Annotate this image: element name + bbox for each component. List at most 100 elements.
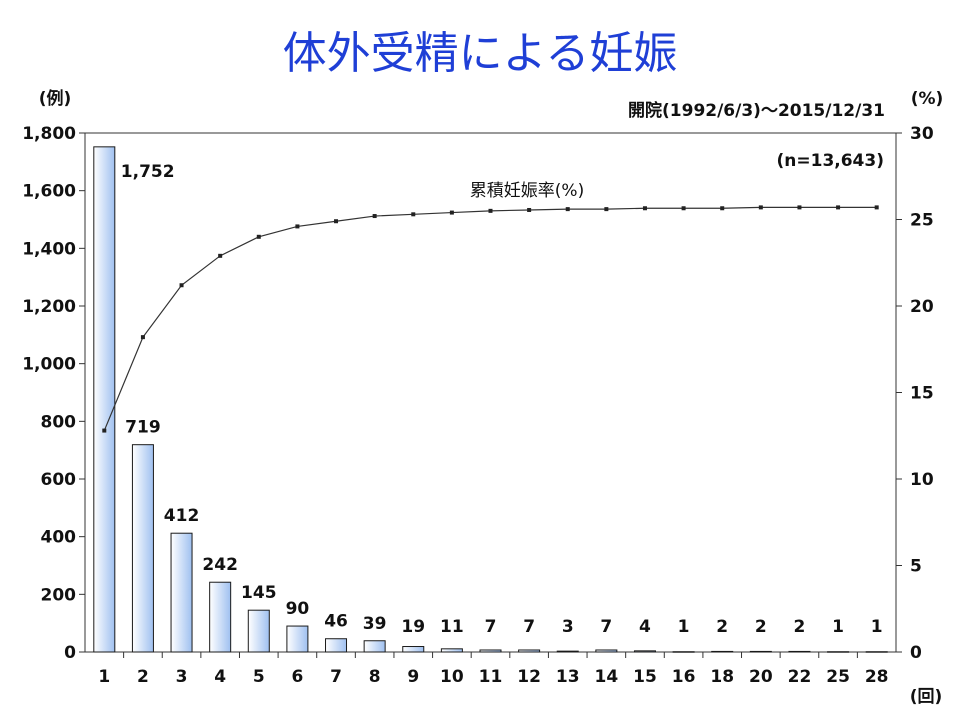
right-tick-label: 25 <box>910 211 934 231</box>
subtitle: 開院(1992/6/3)～2015/12/31 <box>628 100 885 121</box>
x-tick-label: 5 <box>253 667 265 687</box>
x-tick-label: 9 <box>407 667 419 687</box>
x-tick-label: 8 <box>369 667 381 687</box>
line-point <box>758 205 763 210</box>
bar-data-label: 2 <box>716 617 728 637</box>
bar-data-label: 2 <box>794 617 806 637</box>
bar-data-label: 412 <box>164 506 200 526</box>
left-tick-label: 600 <box>41 470 77 490</box>
left-tick-label: 1,800 <box>22 124 76 144</box>
right-tick-label: 0 <box>910 643 922 663</box>
bar-data-label: 1 <box>678 617 690 637</box>
x-tick-label: 20 <box>749 667 773 687</box>
line-series-label: 累積妊娠率(%) <box>470 181 584 201</box>
line-point <box>874 205 879 210</box>
bar <box>440 648 463 653</box>
line-point <box>720 206 725 211</box>
n-label: (n=13,643) <box>777 151 885 171</box>
x-tick-label: 12 <box>517 667 541 687</box>
bar-data-label: 7 <box>523 617 535 637</box>
line-point <box>140 335 145 340</box>
x-tick-label: 14 <box>595 667 619 687</box>
bar-data-label: 90 <box>286 599 310 619</box>
bar <box>209 581 232 653</box>
bar <box>518 649 541 653</box>
line-point <box>179 283 184 288</box>
bar <box>556 650 579 653</box>
x-tick-label: 10 <box>440 667 464 687</box>
bar-data-label: 1 <box>871 617 883 637</box>
x-tick-label: 22 <box>788 667 812 687</box>
line-point <box>604 207 609 212</box>
line-point <box>642 206 647 211</box>
bar-data-label: 1,752 <box>121 162 175 182</box>
x-tick-label: 4 <box>214 667 226 687</box>
bar <box>479 649 502 653</box>
left-tick-label: 0 <box>64 643 76 663</box>
right-tick-label: 30 <box>910 124 934 144</box>
plot-area: 0 200 400 600 800 1,000 1,200 1,400 1,600 1,800 0 5… <box>22 124 934 687</box>
bar-data-label: 242 <box>202 555 238 575</box>
bar <box>325 638 348 653</box>
left-tick-label: 1,400 <box>22 239 76 259</box>
right-tick-label: 5 <box>910 557 922 577</box>
line-point <box>256 234 261 239</box>
x-tick-label: 11 <box>479 667 503 687</box>
bar <box>711 650 734 653</box>
x-tick-label: 18 <box>710 667 734 687</box>
line-point <box>681 206 686 211</box>
right-tick-label: 20 <box>910 297 934 317</box>
bar-data-label: 2 <box>755 617 767 637</box>
right-tick-label: 10 <box>910 470 934 490</box>
x-tick-label: 3 <box>176 667 188 687</box>
left-axis-unit: (例) <box>39 88 72 109</box>
bar-data-label: 7 <box>600 617 612 637</box>
bar-data-label: 719 <box>125 418 161 438</box>
line-point <box>565 207 570 212</box>
x-tick-label: 6 <box>291 667 303 687</box>
bar-data-label: 145 <box>241 583 277 603</box>
cumulative-line <box>103 206 877 431</box>
right-tick-label: 15 <box>910 384 934 404</box>
line-point <box>797 205 802 210</box>
bar-data-label: 4 <box>639 617 651 637</box>
line-point <box>411 212 416 217</box>
bar-data-label: 39 <box>363 614 387 634</box>
bar <box>595 649 618 653</box>
line-point <box>295 224 300 229</box>
bar-data-label: 11 <box>440 617 464 637</box>
line-point <box>372 214 377 219</box>
line-point <box>449 210 454 215</box>
line-point <box>334 219 339 224</box>
x-tick-label: 1 <box>98 667 110 687</box>
bar-data-label: 7 <box>485 617 497 637</box>
line-point <box>836 205 841 210</box>
x-tick-label: 2 <box>137 667 149 687</box>
left-tick-label: 200 <box>41 585 77 605</box>
x-tick-label: 7 <box>330 667 342 687</box>
x-tick-label: 15 <box>633 667 657 687</box>
chart-title: 体外受精による妊娠 <box>283 28 678 79</box>
bar <box>131 444 154 653</box>
x-tick-label: 25 <box>826 667 850 687</box>
bar <box>286 625 309 653</box>
bar <box>672 651 695 653</box>
x-tick-label: 16 <box>672 667 696 687</box>
bar <box>827 651 850 653</box>
line-point <box>488 208 493 213</box>
line-point <box>102 428 107 433</box>
x-axis-unit: (回) <box>910 687 943 707</box>
bar-data-label: 1 <box>832 617 844 637</box>
bar-data-label: 46 <box>324 612 348 632</box>
bar <box>865 651 888 653</box>
bar <box>170 532 193 653</box>
bar <box>633 650 656 653</box>
left-tick-label: 1,200 <box>22 297 76 317</box>
line-point <box>527 207 532 212</box>
x-tick-label: 28 <box>865 667 889 687</box>
bar <box>749 650 772 653</box>
left-tick-label: 1,600 <box>22 182 76 202</box>
bar-data-label: 3 <box>562 617 574 637</box>
bar <box>93 146 116 653</box>
line-point <box>218 253 223 258</box>
